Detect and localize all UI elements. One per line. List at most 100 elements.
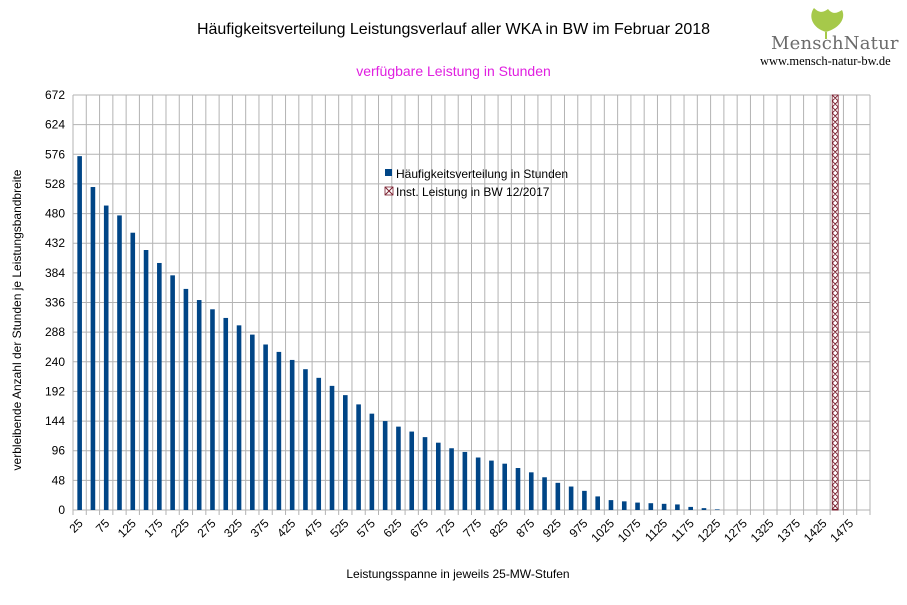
bar [316, 377, 322, 510]
y-axis-label: verbleibende Anzahl der Stunden je Leist… [10, 169, 24, 470]
bar [528, 472, 534, 510]
bar [435, 442, 441, 510]
y-tick-label: 384 [45, 266, 65, 280]
bar [303, 369, 308, 510]
bar [369, 413, 375, 510]
bar [542, 477, 547, 510]
bar [595, 496, 600, 510]
x-tick-label: 375 [248, 516, 272, 540]
bar [396, 426, 401, 510]
x-tick-label: 425 [274, 516, 298, 540]
bar [143, 250, 149, 510]
x-tick-label: 825 [487, 516, 511, 540]
brand-logo: MenschNatur www.mensch-natur-bw.de [760, 6, 900, 68]
bar [635, 502, 640, 510]
x-tick-label: 575 [354, 516, 378, 540]
bar [621, 501, 627, 510]
bar [661, 503, 667, 510]
x-tick-label: 25 [66, 516, 86, 536]
bar [568, 486, 574, 510]
bar [608, 500, 614, 510]
x-tick-label: 175 [141, 516, 165, 540]
legend-label-marker: Inst. Leistung in BW 12/2017 [396, 185, 550, 199]
brand-name: MenschNatur [771, 33, 899, 54]
bar [250, 334, 255, 510]
bar [289, 359, 295, 510]
x-tick-label: 1175 [669, 516, 697, 544]
bar [648, 503, 654, 510]
x-tick-label: 1225 [695, 516, 724, 545]
x-tick-label: 1325 [748, 516, 777, 545]
bar [183, 288, 189, 510]
x-tick-label: 1275 [721, 516, 750, 545]
brand-url: www.mensch-natur-bw.de [760, 54, 891, 68]
x-tick-label: 325 [221, 516, 245, 540]
bar [582, 490, 587, 510]
y-tick-label: 96 [52, 444, 66, 458]
bar [196, 300, 202, 510]
y-tick-label: 672 [45, 88, 65, 102]
x-tick-label: 125 [115, 516, 139, 540]
x-tick-label: 625 [380, 516, 404, 540]
bar [688, 506, 693, 510]
chart-subtitle: verfügbare Leistung in Stunden [356, 63, 551, 79]
bar [103, 205, 109, 510]
bar [263, 344, 268, 510]
y-tick-label: 480 [45, 207, 65, 221]
y-tick-label: 528 [45, 177, 65, 191]
chart-title: Häufigkeitsverteilung Leistungsverlauf a… [196, 21, 711, 38]
bar [356, 404, 361, 510]
x-tick-label: 1425 [801, 516, 830, 545]
x-tick-label: 475 [301, 516, 325, 540]
bar [329, 385, 335, 510]
x-tick-label: 75 [93, 516, 113, 536]
y-tick-label: 0 [58, 503, 65, 517]
bar [489, 460, 494, 510]
bar [475, 457, 481, 510]
bar [502, 463, 508, 510]
legend: Häufigkeitsverteilung in Stunden Inst. L… [384, 167, 568, 199]
x-tick-label: 1475 [827, 516, 856, 545]
bar [130, 232, 136, 511]
x-tick-label: 725 [434, 516, 458, 540]
x-tick-label: 775 [460, 516, 484, 540]
y-tick-label: 624 [45, 118, 65, 132]
bar [276, 351, 282, 510]
bar [382, 421, 388, 510]
bar [117, 215, 122, 510]
x-tick-labels: 25 75 125 175 225 275 325 375 425 475 525 575 625 675… [66, 516, 856, 545]
y-tick-label: 336 [45, 296, 65, 310]
bars [77, 156, 720, 511]
bar [77, 156, 82, 510]
x-tick-label: 675 [407, 516, 431, 540]
legend-swatch-bar [385, 169, 392, 176]
x-axis-label: Leistungsspanne in jeweils 25-MW-Stufen [346, 567, 569, 581]
y-tick-label: 240 [45, 355, 65, 369]
bar [462, 451, 468, 510]
bar [236, 325, 242, 510]
x-tick-label: 525 [327, 516, 351, 540]
bar [223, 317, 229, 510]
x-tick-label: 275 [195, 516, 219, 540]
leaf-icon [811, 8, 844, 39]
y-tick-label: 432 [45, 236, 65, 250]
grid-lines [72, 94, 871, 515]
y-tick-label: 192 [45, 384, 65, 398]
y-tick-label: 576 [45, 147, 65, 161]
bar [157, 262, 162, 510]
bar [422, 437, 428, 510]
x-tick-label: 975 [566, 516, 590, 540]
bar [714, 509, 720, 510]
legend-label-bar: Häufigkeitsverteilung in Stunden [396, 167, 568, 181]
bar [449, 448, 454, 510]
marker-hatch [831, 94, 839, 511]
bar [515, 468, 521, 510]
bar [90, 187, 96, 511]
bar [675, 504, 680, 510]
y-tick-label: 48 [52, 473, 66, 487]
x-tick-label: 1375 [774, 516, 803, 545]
x-tick-label: 225 [168, 516, 192, 540]
bar [701, 508, 707, 510]
installed-capacity-marker [831, 94, 839, 511]
